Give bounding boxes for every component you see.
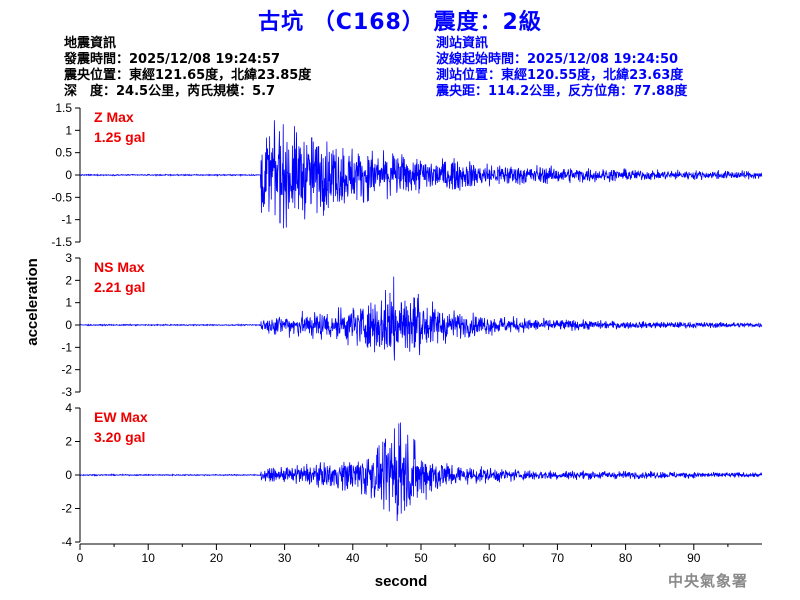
max-value-Z: 1.25 gal	[94, 129, 145, 145]
station-wave-start-time: 波線起始時間：2025/12/08 19:24:50	[436, 52, 679, 67]
y-tick-label-NS: 3	[65, 251, 72, 265]
y-tick-label-EW: -2	[61, 502, 72, 516]
y-tick-label-EW: 2	[65, 435, 72, 449]
y-tick-label-Z: 1	[65, 123, 72, 137]
x-tick-label: 20	[210, 551, 224, 565]
x-tick-label: 80	[619, 551, 633, 565]
x-tick-label: 0	[77, 551, 84, 565]
x-tick-label: 70	[551, 551, 565, 565]
y-tick-label-Z: -1	[61, 213, 72, 227]
station-epicentral-distance: 震央距：114.2公里，反方位角：77.88度	[436, 84, 688, 99]
chart-title: 古坑 （C168） 震度：2級	[258, 10, 542, 35]
x-tick-label: 10	[142, 551, 156, 565]
trace-NS	[79, 276, 763, 361]
y-tick-label-Z: 0	[65, 168, 72, 182]
y-tick-label-NS: -2	[61, 363, 72, 377]
x-tick-label: 90	[687, 551, 701, 565]
y-tick-label-NS: 1	[65, 296, 72, 310]
x-axis-label: second	[375, 573, 428, 590]
x-tick-label: 40	[346, 551, 360, 565]
earthquake-epicenter-location: 震央位置：東經121.65度，北緯23.85度	[64, 68, 312, 83]
y-tick-label-NS: 0	[65, 318, 72, 332]
y-tick-label-Z: -0.5	[51, 190, 72, 204]
x-tick-label: 50	[414, 551, 428, 565]
y-tick-label-NS: -1	[61, 340, 72, 354]
agency-label: 中央氣象署	[667, 572, 748, 590]
station-location: 測站位置：東經120.55度，北緯23.63度	[436, 68, 684, 83]
y-tick-label-Z: 0.5	[55, 146, 72, 160]
earthquake-info-heading: 地震資訊	[64, 36, 117, 51]
station-info-heading: 測站資訊	[436, 36, 489, 51]
max-label-NS: NS Max	[94, 259, 145, 275]
y-tick-label-Z: -1.5	[51, 235, 72, 249]
trace-Z	[79, 120, 763, 229]
earthquake-depth-magnitude: 深 度：24.5公里，芮氏規模：5.7	[64, 84, 276, 99]
y-tick-label-EW: 4	[65, 401, 72, 415]
x-tick-label: 30	[278, 551, 292, 565]
y-tick-label-Z: 1.5	[55, 101, 72, 115]
max-value-NS: 2.21 gal	[94, 279, 145, 295]
trace-EW	[79, 422, 763, 522]
earthquake-info-block: 地震資訊 發震時間：2025/12/08 19:24:57 震央位置：東經121…	[64, 36, 311, 100]
y-axis-label: acceleration	[24, 258, 41, 346]
x-tick-label: 60	[483, 551, 497, 565]
y-tick-label-EW: -4	[61, 535, 72, 549]
earthquake-origin-time: 發震時間：2025/12/08 19:24:57	[64, 52, 281, 67]
max-value-EW: 3.20 gal	[94, 429, 145, 445]
y-tick-label-NS: 2	[65, 273, 72, 287]
max-label-EW: EW Max	[94, 409, 148, 425]
y-tick-label-EW: 0	[65, 468, 72, 482]
y-tick-label-NS: -3	[61, 385, 72, 399]
max-label-Z: Z Max	[94, 109, 134, 125]
station-info-block: 測站資訊 波線起始時間：2025/12/08 19:24:50 測站位置：東經1…	[436, 36, 687, 100]
